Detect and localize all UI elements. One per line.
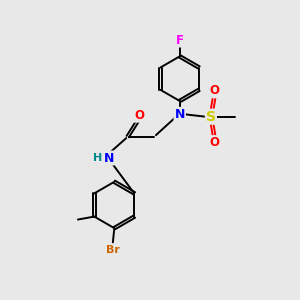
Text: N: N <box>103 152 114 164</box>
Text: S: S <box>206 110 216 124</box>
Text: H: H <box>93 153 103 163</box>
Text: O: O <box>134 109 144 122</box>
Text: N: N <box>175 108 185 121</box>
Text: F: F <box>176 34 184 46</box>
Text: O: O <box>209 84 220 98</box>
Text: Br: Br <box>106 244 120 255</box>
Text: O: O <box>209 136 220 149</box>
